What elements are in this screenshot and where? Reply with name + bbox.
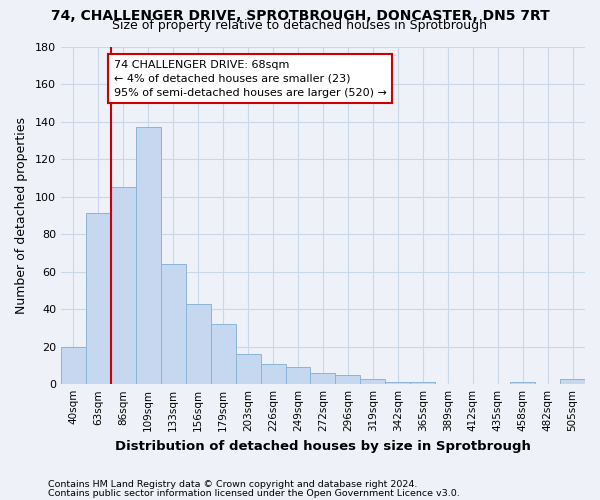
Bar [111,187,136,384]
Text: Contains public sector information licensed under the Open Government Licence v3: Contains public sector information licen… [48,488,460,498]
Bar [236,354,260,384]
Bar [385,382,410,384]
Bar [286,368,310,384]
Y-axis label: Number of detached properties: Number of detached properties [15,117,28,314]
X-axis label: Distribution of detached houses by size in Sprotbrough: Distribution of detached houses by size … [115,440,531,452]
Bar [86,214,111,384]
Bar [186,304,211,384]
Bar [211,324,236,384]
Bar [410,382,435,384]
Bar [335,375,361,384]
Bar [560,378,585,384]
Bar [310,373,335,384]
Text: Contains HM Land Registry data © Crown copyright and database right 2024.: Contains HM Land Registry data © Crown c… [48,480,418,489]
Bar [161,264,186,384]
Text: 74, CHALLENGER DRIVE, SPROTBROUGH, DONCASTER, DN5 7RT: 74, CHALLENGER DRIVE, SPROTBROUGH, DONCA… [50,9,550,23]
Bar [136,127,161,384]
Bar [61,346,86,384]
Text: 74 CHALLENGER DRIVE: 68sqm
← 4% of detached houses are smaller (23)
95% of semi-: 74 CHALLENGER DRIVE: 68sqm ← 4% of detac… [114,60,387,98]
Text: Size of property relative to detached houses in Sprotbrough: Size of property relative to detached ho… [113,19,487,32]
Bar [510,382,535,384]
Bar [260,364,286,384]
Bar [361,378,385,384]
